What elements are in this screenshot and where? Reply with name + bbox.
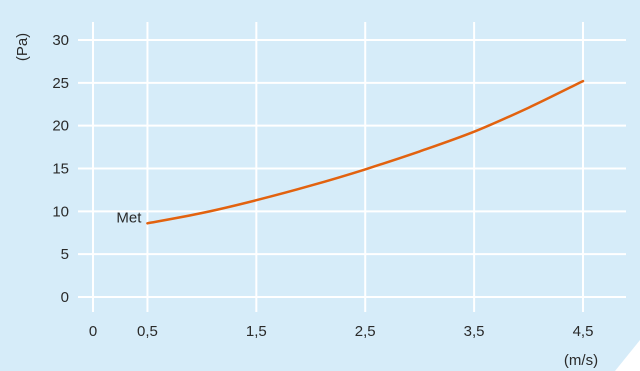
y-tick-label: 0 [61, 289, 69, 306]
y-tick-label: 5 [61, 246, 69, 263]
tick-labels: 0 5 10 15 20 25 30 0 0,5 1,5 2,5 3,5 4,5 [52, 32, 593, 340]
x-tick-label: 3,5 [464, 323, 485, 340]
y-tick-label: 15 [52, 161, 69, 178]
x-tick-label: 2,5 [355, 323, 376, 340]
y-tick-label: 25 [52, 75, 69, 92]
x-tick-label: 0 [89, 323, 97, 340]
x-axis-label: (m/s) [564, 352, 598, 369]
x-tick-label: 4,5 [573, 323, 594, 340]
y-tick-label: 30 [52, 32, 69, 49]
y-tick-label: 10 [52, 203, 69, 220]
x-tick-label: 1,5 [246, 323, 267, 340]
series-lines: Met [116, 79, 585, 226]
x-tick-label: 0,5 [137, 323, 158, 340]
y-tick-label: 20 [52, 118, 69, 135]
y-axis-label: (Pa) [14, 33, 31, 61]
series-label-met: Met [116, 209, 142, 226]
grid-lines [78, 22, 626, 312]
series-line-met [146, 79, 585, 225]
